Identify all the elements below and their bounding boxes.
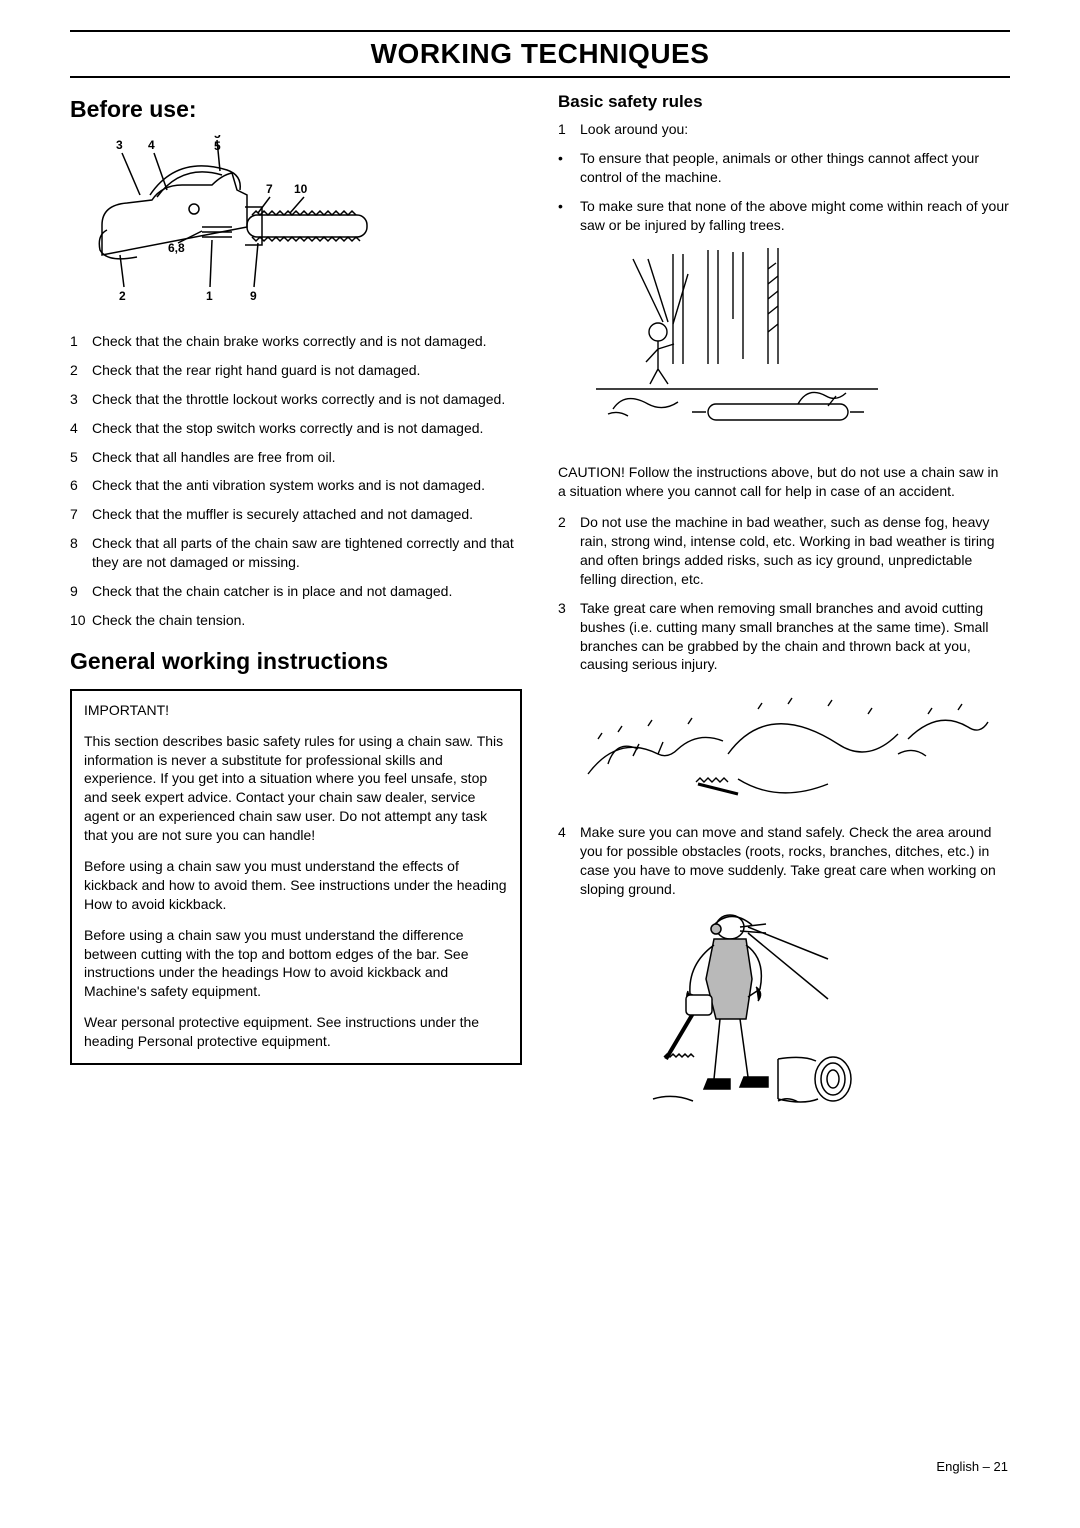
- list-item: 2Check that the rear right hand guard is…: [70, 361, 522, 380]
- list-item: •To make sure that none of the above mig…: [558, 197, 1010, 235]
- column-right: Basic safety rules 1Look around you: •To…: [558, 86, 1010, 1138]
- list-item: 3Take great care when removing small bra…: [558, 599, 1010, 675]
- list-item: 8Check that all parts of the chain saw a…: [70, 534, 522, 572]
- safety-bullets: •To ensure that people, animals or other…: [558, 149, 1010, 235]
- list-item: 4Make sure you can move and stand safely…: [558, 823, 1010, 899]
- important-p4: Wear personal protective equipment. See …: [84, 1013, 508, 1051]
- list-item: 4Check that the stop switch works correc…: [70, 419, 522, 438]
- svg-text:6,8: 6,8: [168, 241, 185, 255]
- illustration-bushes: [578, 684, 1010, 809]
- footer-sep: –: [979, 1459, 993, 1474]
- svg-text:9: 9: [250, 289, 257, 303]
- safety-list-2: 2Do not use the machine in bad weather, …: [558, 513, 1010, 674]
- page-frame: WORKING TECHNIQUES Before use:: [0, 0, 1080, 1528]
- lbl5: 5: [214, 135, 221, 141]
- list-item: 1Look around you:: [558, 120, 1010, 139]
- list-item: 6Check that the anti vibration system wo…: [70, 476, 522, 495]
- list-item: 1Check that the chain brake works correc…: [70, 332, 522, 351]
- footer-page-number: 21: [994, 1459, 1008, 1474]
- svg-text:1: 1: [206, 289, 213, 303]
- svg-text:4: 4: [148, 138, 155, 152]
- two-column-layout: Before use:: [70, 86, 1010, 1138]
- safety-list-3: 4Make sure you can move and stand safely…: [558, 823, 1010, 899]
- page-title: WORKING TECHNIQUES: [70, 38, 1010, 70]
- svg-text:10: 10: [294, 182, 308, 196]
- list-item: 7Check that the muffler is securely atta…: [70, 505, 522, 524]
- rule-top: [70, 30, 1010, 32]
- column-left: Before use:: [70, 86, 522, 1138]
- list-item: 5Check that all handles are free from oi…: [70, 448, 522, 467]
- safety-list-1: 1Look around you:: [558, 120, 1010, 139]
- important-p2: Before using a chain saw you must unders…: [84, 857, 508, 914]
- important-box: IMPORTANT! This section describes basic …: [70, 689, 522, 1065]
- svg-text:3: 3: [116, 138, 123, 152]
- important-p3: Before using a chain saw you must unders…: [84, 926, 508, 1002]
- heading-before-use: Before use:: [70, 96, 522, 123]
- rule-title-bottom: [70, 76, 1010, 78]
- list-item: 3Check that the throttle lockout works c…: [70, 390, 522, 409]
- illustration-forest-safety: [578, 244, 1010, 449]
- chainsaw-labeled-diagram: 3 4 5 5 7 10 6,8 2 1 9: [82, 135, 522, 310]
- list-item: 2Do not use the machine in bad weather, …: [558, 513, 1010, 589]
- list-item: •To ensure that people, animals or other…: [558, 149, 1010, 187]
- svg-text:2: 2: [119, 289, 126, 303]
- heading-basic-safety: Basic safety rules: [558, 92, 1010, 112]
- important-label: IMPORTANT!: [84, 701, 508, 720]
- page-footer: English – 21: [936, 1459, 1008, 1474]
- footer-language: English: [936, 1459, 979, 1474]
- heading-general-instructions: General working instructions: [70, 648, 522, 675]
- list-item: 10Check the chain tension.: [70, 611, 522, 630]
- important-p1: This section describes basic safety rule…: [84, 732, 508, 845]
- list-item: 9Check that the chain catcher is in plac…: [70, 582, 522, 601]
- before-use-list: 1Check that the chain brake works correc…: [70, 332, 522, 630]
- illustration-operator-standing: [628, 909, 1010, 1124]
- caution-text: CAUTION! Follow the instructions above, …: [558, 463, 1010, 501]
- svg-text:7: 7: [266, 182, 273, 196]
